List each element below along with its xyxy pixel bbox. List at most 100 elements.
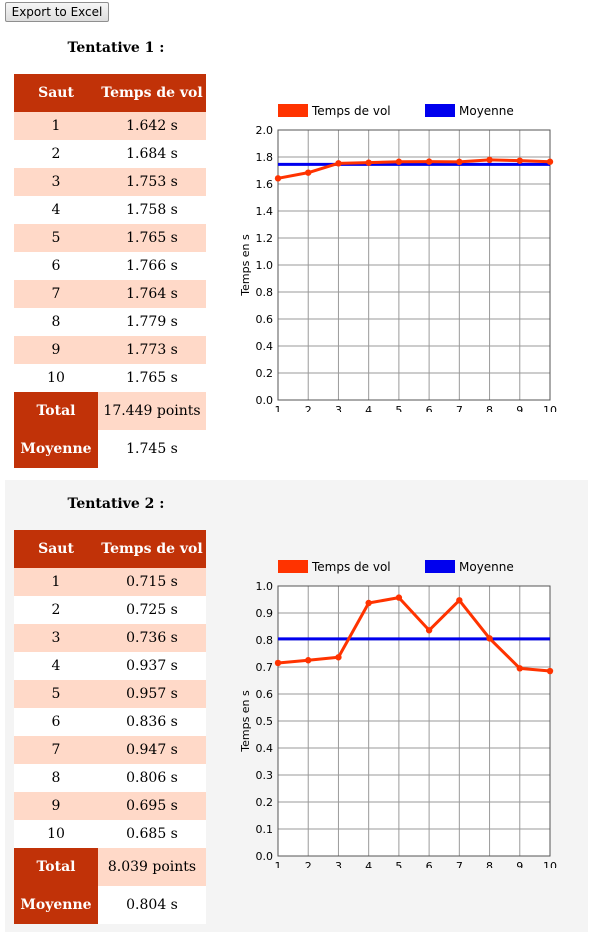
- legend-label: Temps de vol: [311, 104, 391, 118]
- y-tick-label: 0.4: [256, 340, 274, 353]
- table-row: 4 1.758 s: [14, 196, 206, 224]
- jump-number-cell: 7: [14, 736, 98, 764]
- plot-border: [277, 129, 551, 401]
- y-tick-label: 0.2: [256, 367, 274, 380]
- y-tick-label: 0.2: [256, 796, 274, 809]
- x-tick-label: 7: [456, 404, 463, 412]
- table-row: 1 0.715 s: [14, 568, 206, 596]
- flight-time-cell: 0.957 s: [98, 680, 206, 708]
- jump-number-cell: 10: [14, 364, 98, 392]
- x-tick-label: 8: [486, 404, 493, 412]
- data-point: [425, 158, 433, 165]
- header-temps-de-vol: Temps de vol: [98, 530, 206, 568]
- flight-time-cell: 0.685 s: [98, 820, 206, 848]
- jump-number-cell: 5: [14, 224, 98, 252]
- jump-number-cell: 1: [14, 568, 98, 596]
- data-point: [335, 654, 342, 661]
- y-tick-label: 0.8: [256, 286, 274, 299]
- total-row: Total 8.039 points: [14, 848, 206, 886]
- x-tick-label: 3: [335, 860, 342, 868]
- data-point: [395, 158, 403, 165]
- jump-number-cell: 2: [14, 596, 98, 624]
- table-row: 5 0.957 s: [14, 680, 206, 708]
- jump-number-cell: 4: [14, 196, 98, 224]
- export-to-excel-button[interactable]: Export to Excel: [5, 2, 109, 22]
- data-point: [486, 635, 493, 642]
- flight-time-cell: 1.765 s: [98, 224, 206, 252]
- attempt-2-table: Saut Temps de vol 1 0.715 s 2 0.725 s 3 0.736 s…: [14, 530, 206, 924]
- flight-time-line: [277, 158, 551, 180]
- average-label: Moyenne: [14, 886, 98, 924]
- x-tick-label: 7: [456, 860, 463, 868]
- flight-time-cell: 0.836 s: [98, 708, 206, 736]
- y-tick-label: 0.0: [256, 850, 274, 863]
- x-tick-label: 4: [365, 404, 372, 412]
- flight-time-cell: 1.684 s: [98, 140, 206, 168]
- flight-time-cell: 1.773 s: [98, 336, 206, 364]
- table-row: 6 1.766 s: [14, 252, 206, 280]
- data-point: [486, 156, 493, 164]
- y-tick-label: 1.0: [256, 259, 274, 272]
- data-point: [365, 159, 372, 166]
- data-point: [395, 594, 403, 601]
- jump-number-cell: 5: [14, 680, 98, 708]
- jump-number-cell: 7: [14, 280, 98, 308]
- total-value: 8.039 points: [98, 848, 206, 886]
- flight-time-cell: 1.642 s: [98, 112, 206, 140]
- x-tick-label: 5: [395, 404, 402, 412]
- y-tick-label: 1.0: [256, 580, 274, 593]
- data-point: [274, 175, 282, 182]
- y-tick-label: 0.5: [256, 715, 274, 728]
- average-row: Moyenne 0.804 s: [14, 886, 206, 924]
- data-point: [456, 597, 463, 604]
- y-tick-label: 0.3: [256, 769, 274, 782]
- table-row: 8 1.779 s: [14, 308, 206, 336]
- jump-number-cell: 6: [14, 708, 98, 736]
- y-tick-label: 0.7: [256, 661, 274, 674]
- average-label: Moyenne: [14, 430, 98, 468]
- attempt-1-table: Saut Temps de vol 1 1.642 s 2 1.684 s 3 1.753 s…: [14, 74, 206, 468]
- average-value: 0.804 s: [98, 886, 206, 924]
- header-saut: Saut: [14, 74, 98, 112]
- flight-time-cell: 0.947 s: [98, 736, 206, 764]
- flight-time-cell: 1.753 s: [98, 168, 206, 196]
- y-tick-label: 1.8: [256, 151, 274, 164]
- table-row: 4 0.937 s: [14, 652, 206, 680]
- x-tick-label: 1: [275, 404, 282, 412]
- flight-time-cell: 1.764 s: [98, 280, 206, 308]
- x-tick-label: 2: [305, 404, 312, 412]
- data-point: [456, 158, 463, 166]
- flight-time-cell: 0.806 s: [98, 764, 206, 792]
- total-label: Total: [14, 392, 98, 430]
- y-tick-label: 0.8: [256, 634, 274, 647]
- total-row: Total 17.449 points: [14, 392, 206, 430]
- y-tick-label: 1.4: [256, 205, 274, 218]
- jump-number-cell: 9: [14, 792, 98, 820]
- data-point: [516, 157, 523, 164]
- data-point: [546, 158, 554, 165]
- y-axis-label: Temps en s: [239, 234, 252, 297]
- data-point: [305, 169, 312, 176]
- x-tick-label: 1: [275, 860, 282, 868]
- flight-time-cell: 1.758 s: [98, 196, 206, 224]
- x-tick-label: 8: [486, 860, 493, 868]
- y-tick-label: 0.1: [256, 823, 274, 836]
- x-tick-label: 10: [543, 860, 557, 868]
- x-tick-label: 5: [395, 860, 402, 868]
- x-tick-label: 9: [516, 860, 523, 868]
- data-point: [425, 627, 433, 634]
- average-row: Moyenne 1.745 s: [14, 430, 206, 468]
- legend-swatch: [425, 104, 455, 117]
- y-tick-label: 0.0: [256, 394, 274, 407]
- plot-border: [277, 585, 551, 857]
- flight-time-cell: 1.779 s: [98, 308, 206, 336]
- table-row: 8 0.806 s: [14, 764, 206, 792]
- x-tick-label: 6: [426, 860, 433, 868]
- attempt-1-chart: Temps de vol Moyenne 0.0 0.2 0.4 0.6 0.8 1.0 1.2…: [239, 104, 557, 412]
- y-tick-label: 1.2: [256, 232, 274, 245]
- data-point: [305, 657, 312, 664]
- legend-swatch: [278, 560, 308, 573]
- legend-swatch: [425, 560, 455, 573]
- flight-time-cell: 0.736 s: [98, 624, 206, 652]
- legend-label: Moyenne: [459, 104, 514, 118]
